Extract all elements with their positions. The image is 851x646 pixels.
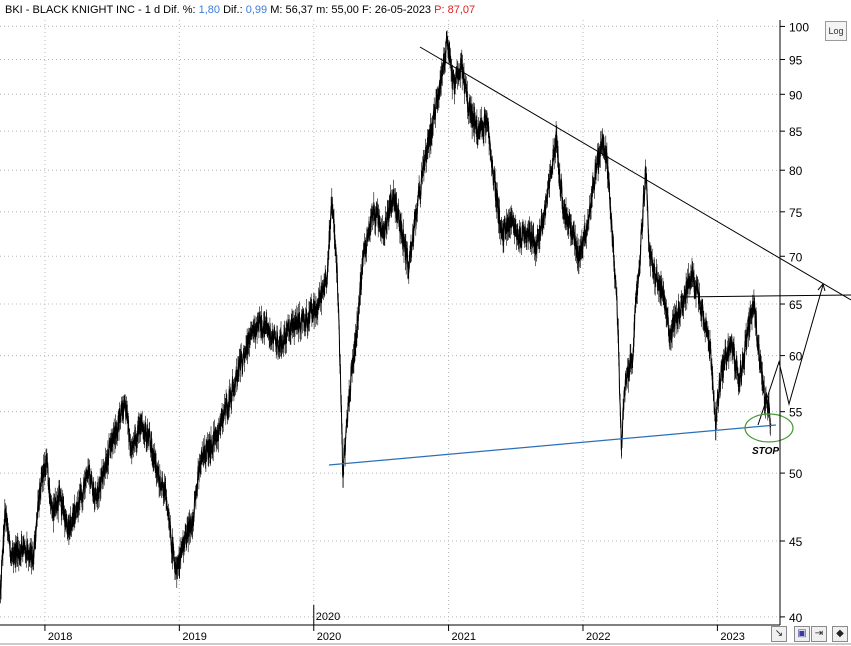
price-line <box>0 35 772 598</box>
price-series <box>0 30 772 604</box>
zoom-arrows-icon[interactable]: ⇥ <box>811 626 827 642</box>
chart-header: BKI - BLACK KNIGHT INC - 1 d Dif. %: 1,8… <box>0 0 780 20</box>
x-tick-label: 2019 <box>182 631 206 643</box>
scroll-arrow-icon[interactable]: ↘ <box>771 626 787 642</box>
y-tick-label: 45 <box>789 535 803 549</box>
dif-value: 0,99 <box>245 4 268 16</box>
x-tick-label: 2022 <box>586 631 610 643</box>
y-tick-label: 85 <box>789 125 803 139</box>
x-extra-label: 2020 <box>316 611 340 623</box>
x-tick-label: 2023 <box>720 631 744 643</box>
y-tick-label: 70 <box>789 250 803 264</box>
stop-label: STOP <box>752 446 779 457</box>
y-tick-label: 90 <box>789 88 803 102</box>
y-tick-label: 75 <box>789 206 803 220</box>
interval-label: 1 d <box>144 4 161 16</box>
symbol-label: BKI - BLACK KNIGHT INC - <box>5 4 145 16</box>
resistance-trendline <box>419 46 851 301</box>
y-tick-label: 65 <box>789 298 803 312</box>
projected-path <box>757 284 824 426</box>
price-value: 87,07 <box>447 4 476 16</box>
y-tick-label: 60 <box>789 350 803 364</box>
y-tick-label: 50 <box>789 467 803 481</box>
y-tick-label: 100 <box>789 20 809 34</box>
stop-ellipse <box>744 413 794 443</box>
y-tick-label: 55 <box>789 406 803 420</box>
projection-arrowhead <box>817 282 826 292</box>
x-tick-label: 2020 <box>317 631 341 643</box>
floppy-disk-icon[interactable]: ▣ <box>794 626 810 642</box>
x-tick-label: 2018 <box>48 631 72 643</box>
y-tick-label: 80 <box>789 164 803 178</box>
max-label: M: 56,37 <box>270 4 314 16</box>
grid-lines <box>0 20 780 625</box>
min-label: m: 55,00 <box>316 4 359 16</box>
date-label: F: 26-05-2023 <box>361 4 432 16</box>
dif-pct-label: Dif. %: <box>163 4 196 16</box>
breakout-level-line <box>679 294 851 298</box>
log-scale-button[interactable]: Log <box>825 21 847 41</box>
dif-pct-value: 1,80 <box>198 4 221 16</box>
price-label: P: <box>434 4 445 16</box>
y-axis: 40 45 50 55 60 65 70 75 80 85 90 95 100 <box>779 20 809 625</box>
support-trendline <box>328 424 777 466</box>
settings-icon[interactable]: ◆ <box>832 626 848 642</box>
y-tick-label: 40 <box>789 611 803 625</box>
x-axis: 2018 2019 2020 2021 2022 2023 2020 <box>0 605 851 645</box>
trend-annotations: STOP <box>328 46 851 466</box>
y-tick-label: 95 <box>789 53 803 67</box>
dif-label: Dif.: <box>223 4 243 16</box>
x-tick-label: 2021 <box>452 631 476 643</box>
